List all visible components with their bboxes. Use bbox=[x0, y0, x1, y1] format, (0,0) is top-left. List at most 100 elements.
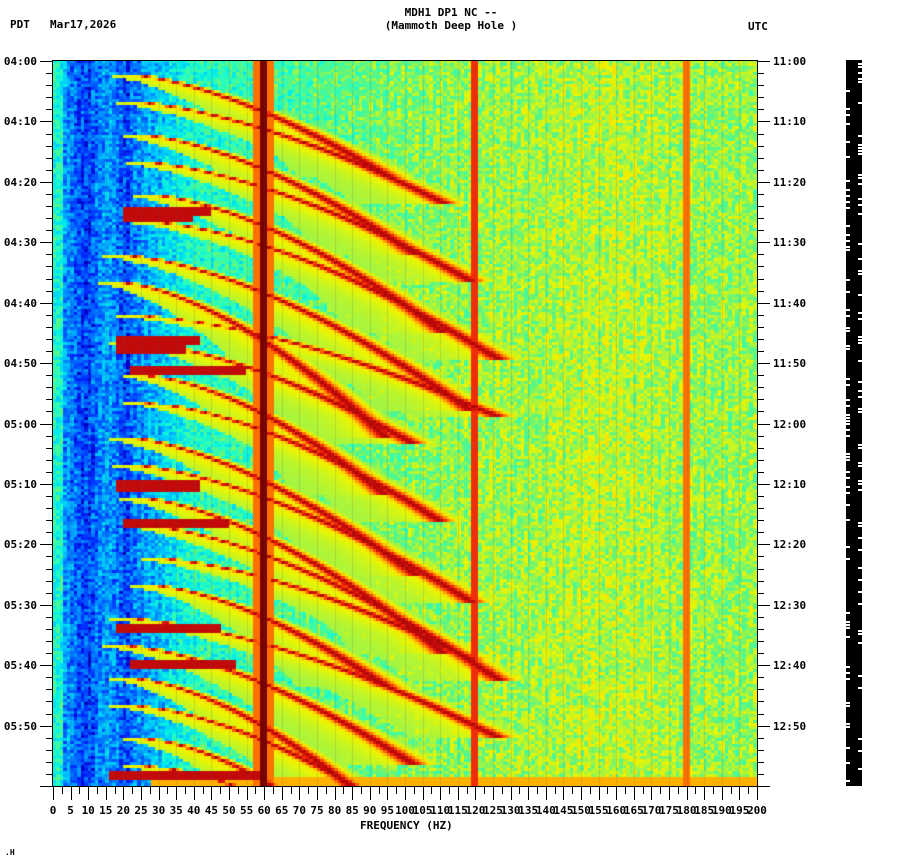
time-tick-label-pdt: 05:20 bbox=[3, 538, 37, 552]
time-tick-minor bbox=[46, 145, 53, 147]
time-tick-minor bbox=[757, 689, 764, 691]
strip-notch bbox=[846, 378, 850, 380]
time-tick-label-utc: 12:30 bbox=[773, 598, 807, 612]
freq-tick-major bbox=[176, 786, 178, 800]
time-tick-minor bbox=[46, 773, 53, 775]
freq-tick-minor bbox=[554, 786, 556, 794]
strip-notch bbox=[846, 705, 850, 707]
strip-notch bbox=[858, 174, 862, 176]
strip-notch bbox=[858, 633, 862, 635]
strip-notch bbox=[846, 747, 850, 749]
time-tick-major bbox=[757, 423, 770, 425]
strip-notch bbox=[846, 486, 850, 488]
freq-tick-minor bbox=[413, 786, 415, 794]
time-tick-minor bbox=[46, 230, 53, 232]
strip-notch bbox=[846, 492, 850, 494]
strip-notch bbox=[846, 666, 850, 668]
time-tick-minor bbox=[757, 338, 764, 340]
freq-tick-minor bbox=[572, 786, 574, 794]
time-tick-minor bbox=[757, 169, 764, 171]
freq-tick-label: 185 bbox=[694, 804, 715, 817]
freq-tick-label: 0 bbox=[49, 804, 57, 817]
time-tick-minor bbox=[757, 351, 764, 352]
time-tick-minor bbox=[757, 556, 764, 558]
freq-tick-label: 135 bbox=[518, 804, 539, 817]
freq-tick-major bbox=[141, 786, 142, 800]
time-tick-minor bbox=[46, 568, 53, 570]
time-tick-minor bbox=[757, 749, 764, 751]
freq-tick-minor bbox=[79, 786, 81, 794]
freq-tick-minor bbox=[167, 786, 169, 794]
strip-notch bbox=[846, 327, 850, 329]
strip-notch bbox=[846, 624, 850, 626]
time-tick-minor bbox=[757, 773, 764, 775]
time-tick-minor bbox=[46, 109, 53, 111]
freq-tick-label: 140 bbox=[535, 804, 556, 817]
time-tick-major bbox=[757, 121, 770, 123]
time-tick-minor bbox=[757, 459, 764, 461]
strip-notch bbox=[858, 480, 862, 482]
strip-notch bbox=[846, 234, 850, 236]
strip-notch bbox=[858, 390, 862, 392]
strip-notch bbox=[846, 207, 850, 209]
time-tick-major bbox=[757, 483, 770, 485]
time-tick-major bbox=[40, 786, 53, 787]
freq-tick-label: 160 bbox=[606, 804, 627, 817]
time-tick-minor bbox=[46, 133, 53, 135]
frequency-axis: FREQUENCY (HZ) 0 5 10 15 20 25 30 35 40 45 50 55 60 6… bbox=[0, 786, 902, 846]
strip-notch bbox=[858, 258, 862, 260]
strip-notch bbox=[858, 243, 862, 245]
freq-tick-major bbox=[53, 786, 54, 800]
time-tick-label-pdt: 04:40 bbox=[3, 296, 37, 310]
time-tick-major bbox=[40, 242, 53, 244]
time-tick-minor bbox=[757, 266, 764, 268]
freq-tick-minor bbox=[149, 786, 151, 794]
strip-notch bbox=[858, 675, 862, 677]
strip-notch bbox=[846, 279, 850, 281]
freq-tick-label: 170 bbox=[641, 804, 662, 817]
time-tick-minor bbox=[757, 761, 764, 763]
strip-notch bbox=[846, 240, 850, 242]
time-tick-minor bbox=[757, 109, 764, 111]
freq-tick-label: 155 bbox=[588, 804, 609, 817]
strip-notch bbox=[858, 81, 862, 83]
freq-tick-label: 70 bbox=[292, 804, 307, 817]
strip-notch bbox=[846, 435, 850, 437]
time-tick-minor bbox=[757, 133, 764, 135]
strip-notch bbox=[858, 336, 862, 338]
strip-notch bbox=[846, 423, 850, 425]
strip-notch bbox=[858, 66, 862, 68]
time-tick-label-utc: 12:40 bbox=[773, 659, 807, 673]
time-tick-label-utc: 11:30 bbox=[773, 236, 807, 250]
time-tick-minor bbox=[46, 628, 53, 630]
strip-notch bbox=[846, 108, 850, 110]
freq-tick-minor bbox=[202, 786, 204, 794]
freq-tick-label: 115 bbox=[447, 804, 468, 817]
saturated-data-strip bbox=[846, 60, 862, 786]
freq-tick-major bbox=[651, 786, 653, 800]
strip-notch bbox=[846, 519, 850, 521]
freq-tick-label: 175 bbox=[659, 804, 679, 817]
time-tick-minor bbox=[757, 508, 764, 510]
freq-tick-minor bbox=[185, 786, 186, 794]
freq-tick-minor bbox=[642, 786, 644, 794]
freq-tick-minor bbox=[519, 786, 521, 794]
freq-tick-minor bbox=[61, 786, 63, 794]
time-tick-label-pdt: 04:10 bbox=[3, 115, 37, 129]
time-tick-major bbox=[40, 61, 53, 62]
time-tick-minor bbox=[757, 532, 764, 534]
freq-tick-label: 190 bbox=[711, 804, 732, 817]
time-tick-minor bbox=[46, 447, 53, 449]
strip-notch bbox=[846, 156, 850, 158]
freq-tick-major bbox=[457, 786, 459, 800]
time-tick-minor bbox=[46, 399, 53, 401]
freq-tick-major bbox=[334, 786, 336, 800]
strip-notch bbox=[846, 471, 850, 473]
time-tick-minor bbox=[757, 737, 764, 739]
time-tick-minor bbox=[46, 85, 53, 87]
time-tick-minor bbox=[757, 677, 764, 679]
freq-tick-label: 20 bbox=[116, 804, 131, 817]
strip-notch bbox=[858, 591, 862, 593]
header-date: Mar17,2026 bbox=[50, 18, 117, 31]
freq-tick-major bbox=[440, 786, 442, 800]
